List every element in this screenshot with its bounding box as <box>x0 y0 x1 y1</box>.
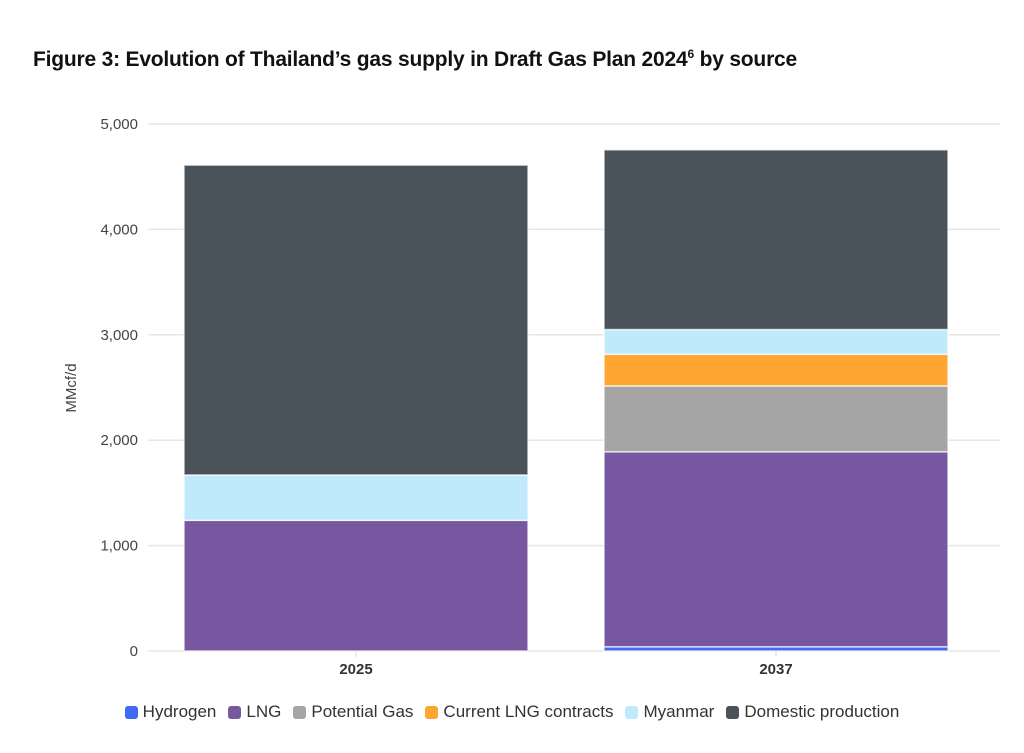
bar-segment-lng <box>603 451 949 648</box>
legend-item[interactable]: Hydrogen <box>124 702 217 722</box>
legend-label: Current LNG contracts <box>443 702 614 721</box>
bar-segment-myanmar <box>183 474 529 522</box>
legend: Hydrogen LNG Potential Gas Current LNG cont… <box>0 702 1024 722</box>
legend-swatch <box>228 705 242 719</box>
bar-segment-lng <box>183 519 529 652</box>
bar-segment-domestic-production <box>183 164 529 476</box>
chart-title: Figure 3: Evolution of Thailand’s gas su… <box>33 47 797 72</box>
y-tick-label: 5,000 <box>100 116 138 133</box>
x-tick-label: 2025 <box>339 661 372 678</box>
legend-swatch <box>124 705 138 719</box>
title-tail: by source <box>693 48 798 71</box>
bar-segment-myanmar <box>603 328 949 356</box>
y-tick-label: 2,000 <box>100 432 138 449</box>
legend-item[interactable]: LNG <box>228 702 281 722</box>
legend-item[interactable]: Potential Gas <box>293 702 413 722</box>
bar-segment-potential-gas <box>603 385 949 453</box>
bar-segment-domestic-production <box>603 149 949 331</box>
legend-swatch <box>726 705 740 719</box>
bar-segment-current-lng-contracts <box>603 353 949 387</box>
legend-label: Myanmar <box>643 702 715 721</box>
legend-item[interactable]: Myanmar <box>625 702 714 722</box>
legend-swatch <box>425 705 439 719</box>
legend-item[interactable]: Domestic production <box>726 702 899 722</box>
legend-label: LNG <box>246 702 282 721</box>
x-tick-label: 2037 <box>759 661 792 678</box>
y-tick-label: 4,000 <box>100 221 138 238</box>
y-tick-label: 3,000 <box>100 327 138 344</box>
legend-item[interactable]: Current LNG contracts <box>425 702 613 722</box>
title-text: Figure 3: Evolution of Thailand’s gas su… <box>33 48 688 71</box>
legend-swatch <box>293 705 307 719</box>
y-axis-label: MMcf/d <box>63 363 80 412</box>
y-tick-label: 1,000 <box>100 538 138 555</box>
legend-swatch <box>625 705 639 719</box>
legend-label: Domestic production <box>744 702 900 721</box>
title-footnote: 6 <box>687 47 694 61</box>
y-tick-label: 0 <box>130 643 138 660</box>
legend-label: Potential Gas <box>311 702 414 721</box>
legend-label: Hydrogen <box>142 702 217 721</box>
